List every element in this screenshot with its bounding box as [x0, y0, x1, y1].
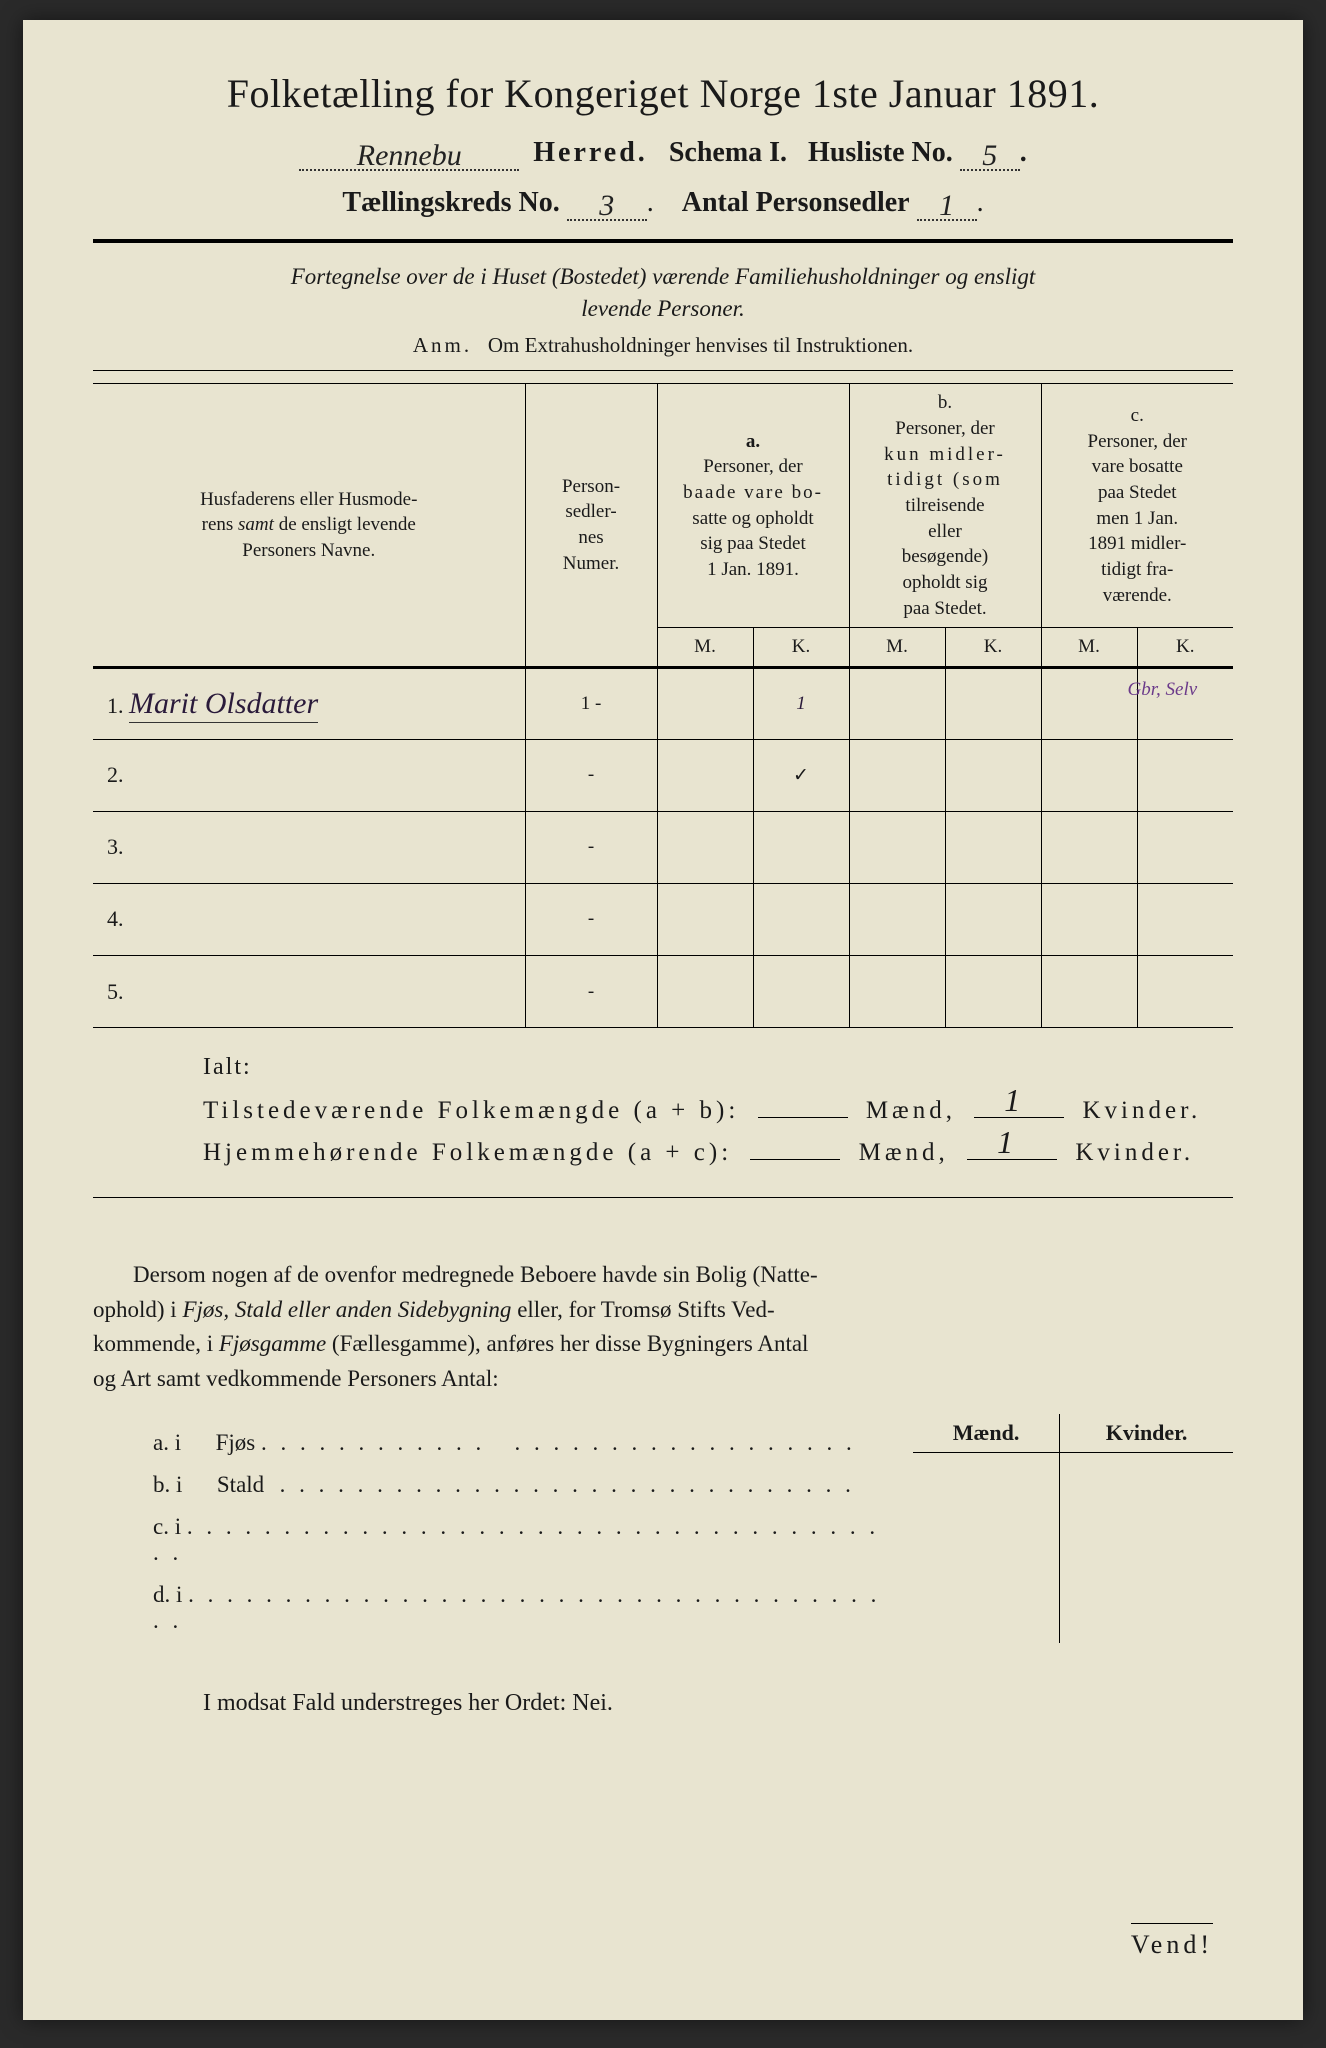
a-k-label: K. — [753, 628, 849, 668]
abcd-d: d. i . . . . . . . . . . . . . . . . . .… — [93, 1582, 893, 1634]
mini-k-label: Kvinder. — [1060, 1414, 1233, 1453]
personsedler-field: 1 — [917, 185, 977, 221]
side-table: a. i Fjøs . . . . . . . . . . . . . . . … — [93, 1414, 1233, 1650]
abcd-a: a. i Fjøs . . . . . . . . . . . . . . . … — [93, 1430, 893, 1456]
col-b-header: b. Personer, der kun midler- tidigt (som… — [849, 384, 1041, 628]
kreds-label: Tællingskreds No. — [342, 187, 559, 218]
mini-m-label: Mænd. — [913, 1414, 1060, 1453]
husliste-label: Husliste No. — [808, 137, 953, 168]
paragraph: Dersom nogen af de ovenfor medregnede Be… — [93, 1258, 1233, 1396]
col-a-header: a. Personer, der baade vare bo- satte og… — [657, 384, 849, 628]
b-k-label: K. — [945, 628, 1041, 668]
page-title: Folketælling for Kongeriget Norge 1ste J… — [93, 70, 1233, 117]
abcd-c: c. i . . . . . . . . . . . . . . . . . .… — [93, 1514, 893, 1566]
c-k-label: K. — [1137, 628, 1233, 668]
subtitle-l2: levende Personer. — [581, 296, 745, 321]
subtitle: Fortegnelse over de i Huset (Bostedet) v… — [93, 261, 1233, 325]
name-handwritten: Marit Olsdatter — [129, 687, 318, 723]
table-row: 5. - — [93, 955, 1233, 1027]
a-k-value: 1 — [753, 667, 849, 739]
total-line-1: Tilstedeværende Folkemængde (a + b): Mæn… — [203, 1097, 1233, 1125]
personsedler-label: Antal Personsedler — [682, 187, 910, 218]
totals-block: Ialt: Tilstedeværende Folkemængde (a + b… — [93, 1054, 1233, 1167]
checkmark-cell: ✓ — [753, 739, 849, 811]
num-cell: 1 - — [525, 667, 657, 739]
table-row: 2. - ✓ — [93, 739, 1233, 811]
total2-k-field: 1 — [967, 1159, 1057, 1160]
header-line-1: Rennebu Herred. Schema I. Husliste No. 5… — [93, 135, 1233, 171]
census-form-page: Folketælling for Kongeriget Norge 1ste J… — [23, 20, 1303, 2020]
kreds-no-handwritten: 3 — [599, 189, 614, 223]
rule-3 — [93, 1027, 1233, 1028]
col1-header: Husfaderens eller Husmode- rens samt de … — [93, 384, 525, 667]
main-table: Husfaderens eller Husmode- rens samt de … — [93, 383, 1233, 1027]
a-m-label: M. — [657, 628, 753, 668]
husliste-no-handwritten: 5 — [982, 139, 997, 173]
herred-field: Rennebu — [299, 135, 519, 171]
c-m-label: M. — [1041, 628, 1137, 668]
total-line-2: Hjemmehørende Folkemængde (a + c): Mænd,… — [203, 1139, 1233, 1167]
vend-label: Vend! — [1131, 1923, 1213, 1960]
anm-label: Anm. — [413, 333, 472, 357]
nei-line: I modsat Fald understreges her Ordet: Ne… — [93, 1690, 1233, 1717]
subtitle-l1: Fortegnelse over de i Huset (Bostedet) v… — [291, 264, 1036, 289]
header-line-2: Tællingskreds No. 3 . Antal Personsedler… — [93, 185, 1233, 221]
total1-m-field — [758, 1117, 848, 1118]
ialt-label: Ialt: — [203, 1054, 1233, 1081]
herred-handwritten: Rennebu — [357, 139, 462, 173]
total1-k-field: 1 — [974, 1117, 1064, 1118]
abcd-list: a. i Fjøs . . . . . . . . . . . . . . . … — [93, 1414, 913, 1650]
margin-handwritten: Gbr, Selv — [1128, 679, 1198, 701]
table-row: 1. Marit Olsdatter 1 - 1 Gbr, Selv — [93, 667, 1233, 739]
table-row: 3. - — [93, 811, 1233, 883]
rule-2 — [93, 370, 1233, 371]
husliste-no-field: 5 — [960, 135, 1020, 171]
personsedler-handwritten: 1 — [939, 189, 954, 223]
row-name-cell: 1. Marit Olsdatter — [93, 667, 525, 739]
herred-label: Herred. — [533, 137, 648, 168]
table-row: 4. - — [93, 883, 1233, 955]
col2-header: Person- sedler- nes Numer. — [525, 384, 657, 667]
kreds-no-field: 3 — [567, 185, 647, 221]
schema-label: Schema I. — [669, 137, 787, 168]
mk-mini-table: Mænd. Kvinder. — [913, 1414, 1233, 1643]
anm-text: Om Extrahusholdninger henvises til Instr… — [488, 333, 913, 357]
abcd-b: b. i Stald . . . . . . . . . . . . . . .… — [93, 1472, 893, 1498]
col-c-header: c. Personer, der vare bosatte paa Stedet… — [1041, 384, 1233, 628]
b-m-label: M. — [849, 628, 945, 668]
anm-line: Anm. Om Extrahusholdninger henvises til … — [93, 333, 1233, 358]
rule-4 — [93, 1197, 1233, 1198]
rule-1 — [93, 239, 1233, 243]
total2-m-field — [750, 1159, 840, 1160]
